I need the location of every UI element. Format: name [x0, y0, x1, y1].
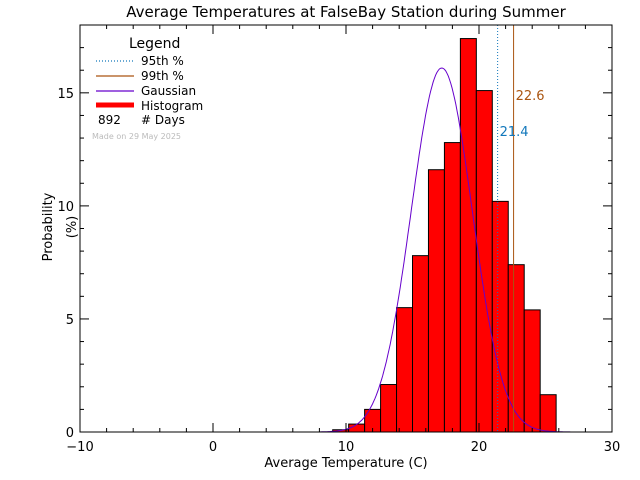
y-axis-label: Probability — [41, 192, 56, 261]
legend-days-label: # Days — [141, 113, 185, 127]
x-tick-label: 30 — [604, 440, 621, 455]
histogram-bar — [523, 309, 541, 433]
histogram-bar — [412, 255, 429, 433]
made-on-date: Made on 29 May 2025 — [92, 132, 181, 141]
x-tick-label: 20 — [471, 440, 488, 455]
histogram-bar — [459, 38, 477, 433]
legend-days-count: 892 — [98, 113, 121, 127]
y-axis-unit: (%) — [65, 216, 80, 239]
chart-title: Average Temperatures at FalseBay Station… — [126, 3, 566, 21]
histogram-bar — [396, 307, 414, 433]
gaussian-curve — [319, 67, 573, 433]
x-tick-label: 0 — [209, 440, 217, 455]
legend-title: Legend — [129, 36, 180, 52]
histogram-bar — [443, 142, 461, 433]
legend-99th-label: 99th % — [141, 69, 184, 83]
y-tick-label: 10 — [57, 200, 74, 215]
y-tick-label: 0 — [66, 426, 74, 441]
histogram-bar — [539, 394, 557, 433]
legend-gaussian-label: Gaussian — [141, 84, 196, 98]
histogram-bar — [348, 423, 366, 433]
histogram-bar — [507, 264, 525, 433]
x-tick-label: −10 — [66, 440, 93, 455]
x-tick-label: 10 — [338, 440, 355, 455]
histogram-bar — [380, 384, 398, 433]
x-axis-label: Average Temperature (C) — [264, 456, 427, 471]
y-tick-label: 15 — [57, 87, 74, 102]
histogram-bar — [475, 90, 493, 433]
y-tick-label: 5 — [66, 313, 74, 328]
legend-95th-label: 95th % — [141, 54, 184, 68]
p95-label: 21.4 — [500, 125, 529, 140]
legend-histogram-label: Histogram — [141, 99, 203, 113]
p99-label: 22.6 — [516, 89, 545, 104]
histogram-bar — [491, 200, 509, 433]
legend: Legend 95th % 99th % Gaussian Histogram … — [92, 36, 203, 141]
histogram-bar — [427, 169, 445, 433]
